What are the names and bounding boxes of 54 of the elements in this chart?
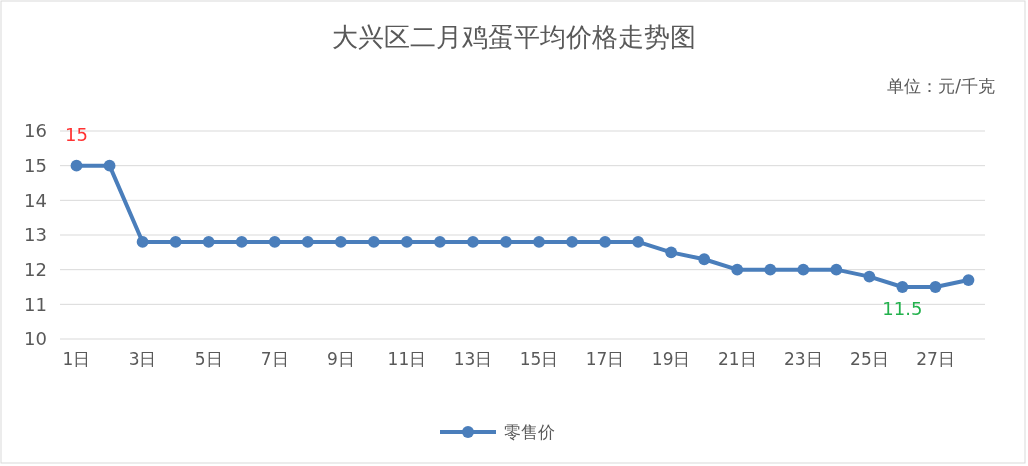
point (665, 246, 678, 259)
x-tick-label: 15日 (519, 349, 559, 369)
x-tick-label: 21日 (717, 349, 757, 369)
annotation: 15 (65, 123, 88, 145)
x-tick-label: 11日 (387, 349, 427, 369)
y-tick-label: 13 (24, 224, 47, 246)
x-tick-label: 5日 (194, 349, 223, 369)
point (599, 236, 612, 248)
point (962, 274, 975, 286)
text: 单位：元/千克 (887, 76, 995, 96)
y-tick-label: 12 (24, 258, 47, 280)
point (797, 263, 810, 276)
point (301, 236, 314, 248)
point (202, 236, 215, 248)
x-tick-label: 1日 (62, 349, 91, 369)
point (467, 236, 479, 248)
point (169, 236, 182, 248)
x-tick-label: 7日 (260, 349, 289, 369)
point (367, 236, 380, 248)
chart-title: 大兴区二月鸡蛋平均价格走势图 (332, 22, 696, 52)
point (70, 159, 83, 172)
point (533, 236, 545, 248)
x-tick-label: 13日 (453, 349, 493, 369)
point (433, 236, 446, 248)
point (566, 236, 578, 248)
point (764, 263, 777, 276)
point (632, 236, 645, 248)
x-tick-label: 23日 (783, 349, 823, 369)
annotation: 11.5 (882, 298, 923, 319)
y-tick-label: 11 (24, 293, 47, 315)
point (896, 281, 909, 293)
point (863, 270, 876, 283)
point (400, 236, 413, 248)
point (268, 236, 281, 248)
y-tick-label: 16 (24, 120, 47, 142)
x-tick-label: 19日 (651, 349, 691, 369)
point (136, 236, 149, 248)
x-tick-label: 25日 (850, 349, 889, 369)
point (103, 159, 116, 172)
point (830, 263, 843, 276)
point (698, 253, 711, 266)
y-tick-label: 10 (24, 328, 47, 350)
point (731, 263, 744, 276)
point (929, 281, 942, 293)
legend-label: 零售价 (504, 422, 555, 442)
x-tick-label: 9日 (326, 349, 355, 369)
x-tick-label: 27日 (916, 349, 955, 369)
point (500, 236, 512, 248)
y-tick-label: 14 (24, 189, 47, 211)
point (334, 236, 347, 248)
x-tick-label: 3日 (128, 349, 157, 369)
point (235, 236, 248, 248)
x-tick-label: 17日 (585, 349, 625, 369)
y-tick-label: 15 (24, 154, 47, 176)
